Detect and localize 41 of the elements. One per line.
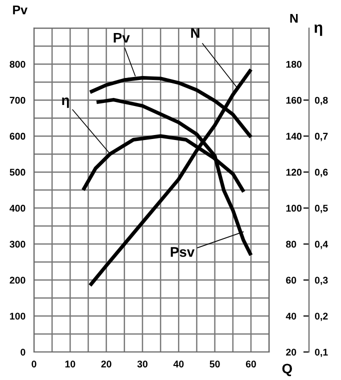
y3-axis-title: η <box>314 24 322 36</box>
y3-tick-label: 0,8 <box>314 96 328 106</box>
y-tick-label: 0 <box>20 348 26 356</box>
y3-tick-label: 0,1 <box>314 348 328 358</box>
y2-tick-label: 20 <box>286 348 296 356</box>
y3-tick-label: 0,5 <box>314 204 328 214</box>
y2-tick-label: 100 <box>286 204 302 212</box>
y2-tick-label: 120 <box>286 168 302 176</box>
y2-tick-label: 160 <box>286 96 302 104</box>
y-axis-title: Pv <box>13 6 28 14</box>
x-tick-label: 60 <box>246 360 256 368</box>
y3-tick-label: 0,4 <box>314 240 328 250</box>
y3-tick-label: 0,7 <box>314 132 328 142</box>
y2-axis-title: N <box>290 14 298 23</box>
y-tick-label: 600 <box>10 132 26 140</box>
y3-tick-label: 0,6 <box>314 168 328 178</box>
y-tick-label: 500 <box>10 168 26 176</box>
y-tick-label: 300 <box>10 240 26 248</box>
x-axis-title: Q <box>282 364 292 376</box>
y2-tick-label: 80 <box>286 240 296 248</box>
y-tick-label: 700 <box>10 96 26 104</box>
y-tick-label: 100 <box>10 312 26 320</box>
annotation: η <box>62 98 69 108</box>
y-tick-label: 800 <box>10 60 26 68</box>
y2-tick-label: 40 <box>286 312 296 320</box>
annotation: Pv <box>114 32 130 43</box>
y2-tick-label: 180 <box>286 60 302 68</box>
y3-tick-label: 0,3 <box>314 276 328 286</box>
y-tick-label: 200 <box>10 276 26 284</box>
x-tick-label: 40 <box>173 360 184 368</box>
x-tick-label: 0 <box>32 360 36 368</box>
x-tick-label: 30 <box>137 360 148 368</box>
y3-tick-label: 0,2 <box>314 312 328 322</box>
annotation: N <box>191 28 200 38</box>
annotation: Psv <box>170 247 195 257</box>
x-tick-label: 50 <box>210 360 220 368</box>
y-tick-label: 400 <box>10 204 26 212</box>
x-tick-label: 20 <box>101 360 112 368</box>
y2-tick-label: 140 <box>286 132 302 140</box>
y2-tick-label: 60 <box>286 276 296 284</box>
x-tick-label: 10 <box>65 360 76 368</box>
